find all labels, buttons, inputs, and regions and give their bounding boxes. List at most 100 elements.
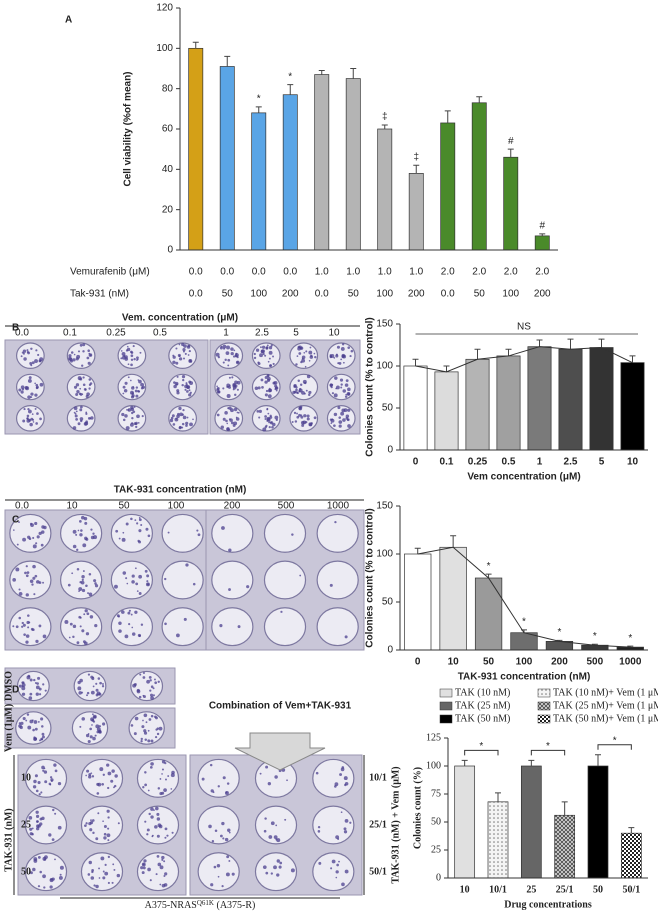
colony bbox=[84, 609, 88, 613]
colony bbox=[317, 825, 321, 829]
colony bbox=[16, 543, 19, 546]
colony bbox=[130, 405, 134, 410]
error-bar bbox=[461, 759, 468, 766]
colony bbox=[117, 615, 120, 618]
colony bbox=[138, 518, 142, 522]
colony bbox=[140, 523, 143, 527]
colony bbox=[258, 416, 261, 419]
colony bbox=[142, 786, 145, 789]
colony bbox=[339, 773, 343, 776]
photo-label: TAK-931 (nM) + Vem (μM) bbox=[390, 766, 401, 883]
colony bbox=[181, 413, 184, 416]
colony bbox=[85, 632, 90, 636]
colony bbox=[22, 419, 26, 423]
colony bbox=[227, 407, 230, 410]
colony bbox=[134, 389, 138, 393]
colony bbox=[131, 626, 134, 629]
well bbox=[9, 560, 52, 600]
photo-label: 0.1 bbox=[63, 328, 77, 339]
colony bbox=[335, 387, 338, 390]
colony bbox=[92, 685, 95, 688]
colony bbox=[182, 415, 187, 420]
colony bbox=[29, 832, 33, 836]
colony bbox=[258, 409, 262, 413]
colony bbox=[273, 835, 278, 839]
colony bbox=[39, 382, 44, 387]
colony bbox=[75, 357, 79, 361]
well bbox=[24, 758, 68, 798]
bar bbox=[487, 801, 509, 879]
colony bbox=[93, 579, 97, 583]
legend-label: TAK (50 nM) bbox=[455, 713, 510, 724]
colony bbox=[72, 544, 77, 549]
x-tick-label: 2.0 bbox=[472, 267, 486, 278]
colony bbox=[114, 584, 118, 589]
axes bbox=[447, 738, 648, 879]
colony bbox=[299, 387, 302, 391]
colony bbox=[98, 730, 102, 734]
colony bbox=[27, 626, 30, 629]
colony bbox=[217, 875, 220, 878]
colony bbox=[342, 354, 347, 359]
colony bbox=[25, 574, 29, 578]
colony bbox=[155, 716, 158, 720]
colony bbox=[134, 716, 139, 721]
panel-letter: D bbox=[12, 685, 19, 696]
panel-letter: B bbox=[12, 323, 19, 334]
photo-label: 50 bbox=[21, 866, 31, 877]
colony bbox=[130, 613, 133, 616]
colony bbox=[131, 422, 134, 425]
colony bbox=[124, 381, 128, 385]
error-bar bbox=[495, 792, 501, 802]
colony bbox=[49, 783, 52, 786]
colony bbox=[265, 389, 269, 393]
colony bbox=[255, 348, 260, 352]
colony bbox=[296, 355, 299, 357]
colony bbox=[138, 529, 142, 533]
colony bbox=[140, 382, 145, 387]
colony bbox=[98, 692, 102, 696]
colony bbox=[269, 421, 274, 425]
well bbox=[24, 805, 68, 845]
colony bbox=[334, 520, 337, 524]
colony bbox=[231, 376, 234, 379]
error-bar bbox=[505, 348, 512, 356]
x-tick-label: 10 bbox=[448, 657, 460, 668]
colony bbox=[336, 345, 340, 349]
bar bbox=[377, 128, 393, 251]
colony bbox=[35, 422, 38, 425]
colony bbox=[273, 380, 278, 385]
colony bbox=[28, 418, 32, 422]
colony bbox=[268, 421, 271, 424]
colony bbox=[336, 863, 339, 867]
colony bbox=[15, 625, 19, 629]
significance-bracket bbox=[530, 749, 566, 756]
colony bbox=[159, 791, 163, 796]
colony bbox=[33, 720, 38, 724]
x-tick-label: 25 bbox=[526, 884, 536, 895]
bar bbox=[314, 74, 330, 251]
colony bbox=[104, 863, 107, 866]
y-tick-label: 25 bbox=[431, 844, 441, 855]
colony bbox=[340, 386, 343, 389]
colony bbox=[226, 394, 231, 399]
colony bbox=[270, 821, 275, 826]
colony bbox=[26, 713, 30, 716]
colony bbox=[88, 352, 91, 355]
bar bbox=[534, 235, 550, 251]
colony bbox=[27, 379, 32, 383]
colony bbox=[123, 388, 128, 393]
colony bbox=[232, 388, 235, 391]
colony bbox=[127, 409, 130, 411]
colony bbox=[81, 515, 85, 520]
colony bbox=[35, 814, 40, 818]
colony bbox=[97, 677, 101, 680]
colony bbox=[102, 820, 104, 823]
colony bbox=[21, 686, 26, 691]
error-bar bbox=[287, 84, 294, 95]
colony bbox=[317, 830, 321, 833]
colony bbox=[142, 719, 144, 722]
colony bbox=[95, 682, 98, 685]
colony bbox=[78, 615, 81, 619]
colony bbox=[344, 819, 349, 823]
